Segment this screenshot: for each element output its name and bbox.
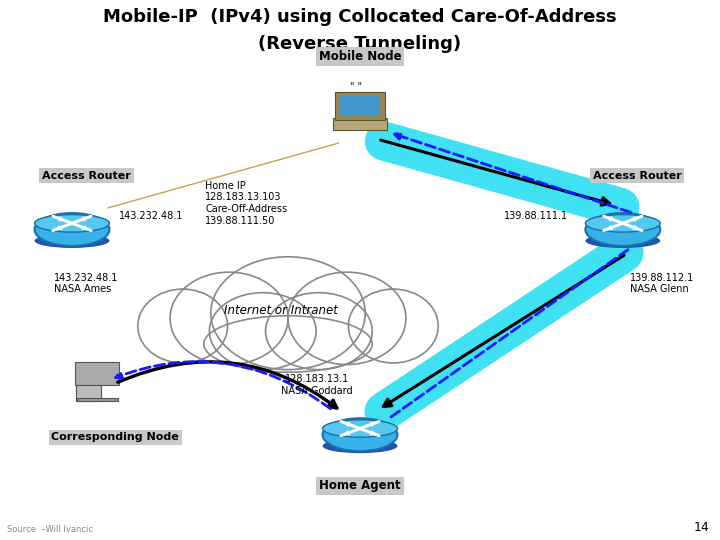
FancyBboxPatch shape	[336, 92, 384, 120]
Ellipse shape	[35, 214, 109, 232]
FancyBboxPatch shape	[333, 118, 387, 130]
Text: Access Router: Access Router	[42, 171, 131, 180]
Ellipse shape	[170, 272, 288, 365]
Ellipse shape	[348, 289, 438, 363]
Text: 139.88.111.1: 139.88.111.1	[504, 211, 568, 221]
Text: 14: 14	[693, 521, 709, 534]
Ellipse shape	[323, 418, 397, 451]
Ellipse shape	[266, 293, 372, 369]
Text: Home IP
128.183.13.103
Care-Off-Address
139.88.111.50: Home IP 128.183.13.103 Care-Off-Address …	[205, 181, 287, 226]
Text: 143.232.48.1: 143.232.48.1	[119, 211, 183, 221]
Text: 143.232.48.1
NASA Ames: 143.232.48.1 NASA Ames	[54, 273, 118, 294]
Text: (Reverse Tunneling): (Reverse Tunneling)	[258, 35, 462, 53]
Ellipse shape	[585, 234, 660, 248]
Ellipse shape	[210, 293, 316, 369]
Ellipse shape	[323, 420, 397, 437]
Text: " ": " "	[351, 83, 362, 92]
Text: Home Agent: Home Agent	[319, 480, 401, 492]
Text: 128.183.13.1
NASA Goddard: 128.183.13.1 NASA Goddard	[281, 374, 353, 396]
Text: Corresponding Node: Corresponding Node	[51, 433, 179, 442]
Text: Access Router: Access Router	[593, 171, 682, 180]
FancyBboxPatch shape	[341, 96, 380, 116]
Ellipse shape	[35, 213, 109, 246]
Text: Source  –Will Ivancic: Source –Will Ivancic	[7, 524, 93, 534]
Ellipse shape	[288, 272, 406, 365]
Text: 139.88.112.1
NASA Glenn: 139.88.112.1 NASA Glenn	[630, 273, 694, 294]
FancyBboxPatch shape	[76, 385, 101, 401]
Ellipse shape	[204, 316, 372, 372]
Text: Mobile-IP  (IPv4) using Collocated Care-Of-Address: Mobile-IP (IPv4) using Collocated Care-O…	[103, 8, 617, 26]
Ellipse shape	[585, 214, 660, 232]
Ellipse shape	[138, 289, 228, 363]
Text: Internet or Intranet: Internet or Intranet	[224, 304, 338, 317]
FancyBboxPatch shape	[77, 398, 118, 401]
Text: Mobile Node: Mobile Node	[319, 50, 401, 63]
Ellipse shape	[585, 213, 660, 246]
Ellipse shape	[323, 439, 397, 453]
Ellipse shape	[211, 256, 365, 370]
FancyBboxPatch shape	[76, 362, 120, 385]
Ellipse shape	[35, 234, 109, 248]
